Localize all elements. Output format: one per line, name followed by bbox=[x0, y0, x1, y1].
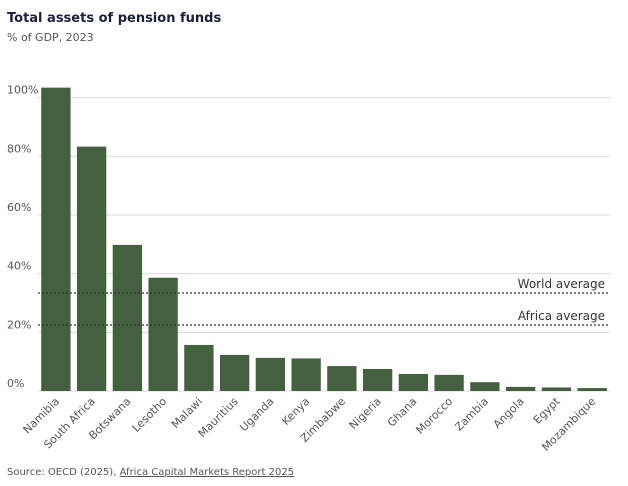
y-tick-label: 0% bbox=[7, 377, 24, 390]
bar bbox=[219, 354, 250, 391]
x-tick-label: Lesotho bbox=[130, 395, 170, 435]
y-tick-label: 40% bbox=[7, 260, 31, 273]
x-tick-label: Kenya bbox=[279, 395, 312, 428]
bar bbox=[434, 374, 464, 391]
reference-label: World average bbox=[518, 277, 605, 291]
chart-title: Total assets of pension funds bbox=[7, 11, 221, 26]
bar bbox=[362, 368, 393, 391]
bar bbox=[577, 388, 607, 391]
y-tick-label: 100% bbox=[7, 84, 38, 97]
x-tick-label: Nigeria bbox=[347, 395, 384, 432]
bar bbox=[541, 387, 572, 391]
x-tick-label: Ghana bbox=[385, 395, 420, 430]
x-tick-label: Morocco bbox=[413, 395, 455, 437]
bar bbox=[470, 382, 500, 391]
bar bbox=[76, 146, 107, 391]
x-tick-label: Egypt bbox=[531, 394, 563, 426]
source-link[interactable]: Africa Capital Markets Report 2025 bbox=[120, 467, 294, 478]
source: Source: OECD (2025), Africa Capital Mark… bbox=[7, 467, 294, 478]
y-tick-label: 80% bbox=[7, 142, 31, 155]
bar bbox=[112, 244, 143, 391]
bar bbox=[255, 357, 286, 391]
chart-subtitle: % of GDP, 2023 bbox=[7, 31, 94, 44]
bar bbox=[398, 373, 429, 391]
x-tick-label: Angola bbox=[491, 395, 527, 431]
bar bbox=[41, 87, 71, 392]
x-tick-label: Uganda bbox=[237, 395, 276, 434]
reference-label: Africa average bbox=[518, 309, 605, 323]
source-text: Source: OECD (2025), bbox=[7, 467, 116, 478]
bar bbox=[184, 344, 214, 391]
y-tick-label: 20% bbox=[7, 318, 31, 331]
y-tick-label: 60% bbox=[7, 201, 31, 214]
bar bbox=[291, 358, 321, 391]
x-tick-label: Zambia bbox=[452, 395, 491, 434]
bar bbox=[148, 277, 178, 391]
bar bbox=[327, 366, 357, 391]
bar bbox=[505, 386, 536, 391]
